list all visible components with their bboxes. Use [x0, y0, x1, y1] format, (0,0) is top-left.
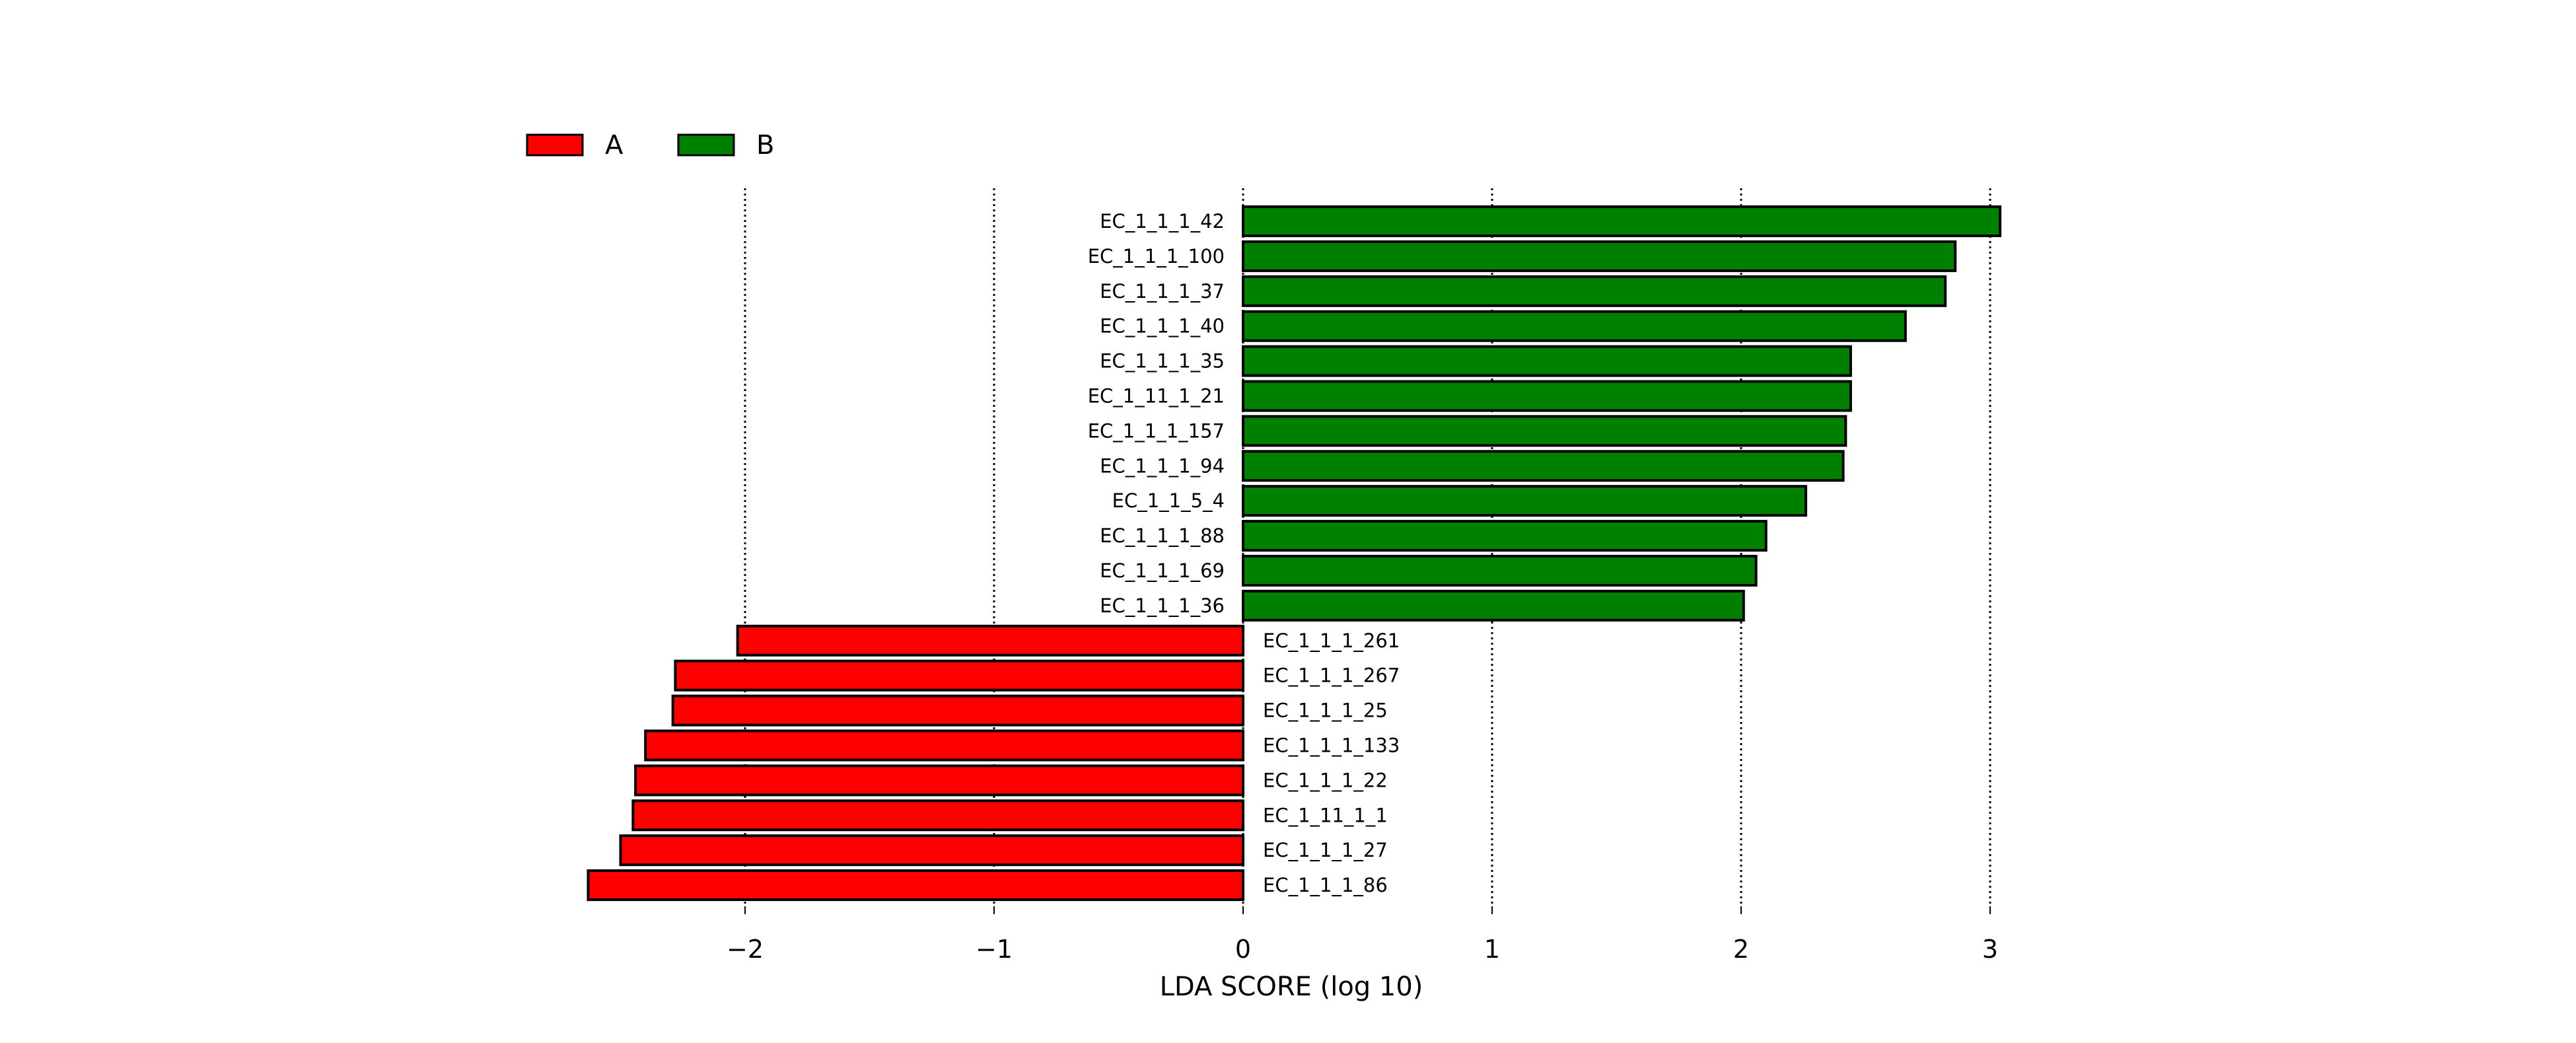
bar	[619, 834, 1244, 867]
x-tick-label: 0	[1235, 935, 1251, 964]
bar	[587, 869, 1244, 902]
feature-label: EC_1_11_1_21	[1088, 385, 1225, 408]
bar	[1242, 275, 1947, 307]
bar	[736, 624, 1244, 657]
x-tick-label: 2	[1733, 935, 1749, 964]
feature-label: EC_1_1_1_35	[1100, 350, 1225, 373]
feature-label: EC_1_1_1_27	[1263, 839, 1388, 861]
feature-label: EC_1_1_1_261	[1263, 629, 1400, 652]
feature-label: EC_1_1_1_25	[1263, 700, 1388, 722]
feature-label: EC_1_1_1_37	[1100, 280, 1225, 303]
x-axis: −2 −1 0 1 2 3 LDA SCORE (log 10)	[727, 906, 1998, 1002]
x-tick-label: −2	[727, 935, 764, 964]
x-axis-label: LDA SCORE (log 10)	[1160, 972, 1423, 1002]
feature-label: EC_1_1_1_86	[1263, 874, 1388, 896]
bar	[1242, 205, 2002, 237]
bar	[1242, 415, 1847, 447]
bar	[1242, 450, 1845, 482]
bar	[674, 659, 1244, 692]
bar	[1242, 520, 1768, 552]
feature-labels: EC_1_1_1_42 EC_1_1_1_100 EC_1_1_1_37 EC_1_1…	[1088, 210, 1400, 896]
bar	[1242, 345, 1852, 377]
feature-label: EC_1_1_1_100	[1088, 245, 1225, 268]
bar	[644, 729, 1244, 762]
feature-label: EC_1_1_1_36	[1100, 594, 1225, 617]
feature-label: EC_1_1_1_94	[1100, 454, 1225, 477]
legend-label: A	[605, 130, 624, 161]
feature-label: EC_1_1_1_88	[1100, 524, 1225, 547]
bar	[631, 799, 1244, 832]
bar	[1242, 555, 1758, 587]
feature-label: EC_1_1_5_4	[1112, 489, 1225, 512]
bar	[671, 694, 1244, 727]
bars	[587, 205, 2002, 902]
bar	[1242, 240, 1957, 272]
x-tick-label: −1	[976, 935, 1013, 964]
feature-label: EC_1_1_1_69	[1100, 559, 1225, 582]
feature-label: EC_1_1_1_133	[1263, 735, 1400, 757]
bar	[634, 764, 1244, 797]
feature-label: EC_1_1_1_42	[1100, 210, 1225, 233]
bar	[1242, 380, 1852, 412]
feature-label: EC_1_1_1_40	[1100, 315, 1225, 338]
feature-label: EC_1_11_1_1	[1263, 804, 1388, 826]
bar	[1242, 589, 1745, 622]
legend-swatch	[677, 133, 735, 157]
legend-label: B	[756, 130, 774, 161]
bar	[1242, 485, 1808, 517]
bar	[1242, 310, 1907, 342]
feature-label: EC_1_1_1_267	[1263, 665, 1400, 687]
feature-label: EC_1_1_1_22	[1263, 769, 1388, 791]
x-tick-label: 1	[1484, 935, 1500, 964]
x-tick-label: 3	[1982, 935, 1998, 964]
feature-label: EC_1_1_1_157	[1088, 419, 1225, 442]
legend-swatch	[526, 133, 584, 157]
